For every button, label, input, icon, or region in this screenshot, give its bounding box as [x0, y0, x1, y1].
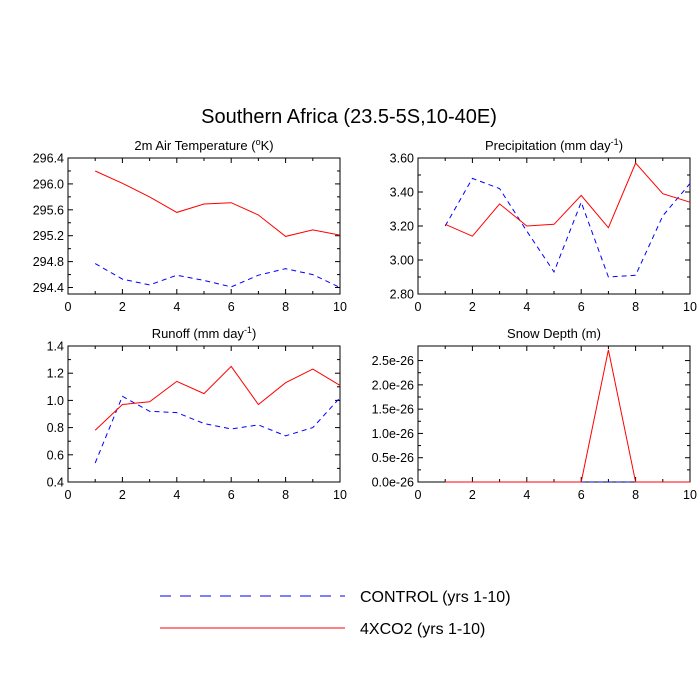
- x-tick-label: 8: [632, 488, 639, 502]
- x-tick-label: 10: [333, 488, 347, 502]
- y-tick-label: 2.0e-26: [372, 378, 414, 392]
- x-tick-label: 4: [173, 300, 180, 314]
- series-line-control: [94, 263, 341, 288]
- panel-title-text: 2m Air Temperature (: [134, 138, 256, 153]
- x-tick-label: 2: [119, 300, 126, 314]
- x-tick-label: 6: [228, 300, 235, 314]
- x-tick-label: 10: [683, 300, 697, 314]
- y-tick-label: 1.4: [47, 340, 64, 354]
- panel-precip: Precipitation (mm day-1) 0 2 4 6 8 10 2.80 3.00 3…: [390, 137, 697, 314]
- panel-title-superscript: -1: [244, 325, 252, 335]
- y-tick-label: 3.40: [390, 186, 414, 200]
- panel-title-suffix: ): [252, 326, 256, 341]
- panel-runoff: Runoff (mm day-1) 0 2 4 6 8 10 0.4 0.6 0.8 1.0 1.2 1…: [47, 325, 347, 502]
- panel-temp: 2m Air Temperature (oK) 0 2 4 6 8 10 294.4 294.8…: [33, 137, 347, 314]
- plot-frame: [67, 157, 341, 295]
- x-tick-label: 6: [228, 488, 235, 502]
- series-line-xco2: [94, 170, 341, 237]
- y-tick-label: 0.6: [47, 448, 64, 462]
- y-tick-label: 0.5e-26: [372, 451, 414, 465]
- x-tick-label: 6: [578, 488, 585, 502]
- x-tick-label: 2: [469, 488, 476, 502]
- x-tick-label: 0: [415, 488, 422, 502]
- x-tick-label: 8: [632, 300, 639, 314]
- x-tick-label: 2: [119, 488, 126, 502]
- y-tick-label: 0.4: [47, 476, 64, 490]
- panel-title-superscript: -1: [611, 137, 619, 147]
- y-tick-label: 296.0: [33, 177, 64, 191]
- y-tick-label: 3.20: [390, 220, 414, 234]
- series-line-xco2: [445, 349, 690, 483]
- panel-title-text: Precipitation (mm day: [485, 138, 611, 153]
- series-line-control: [444, 177, 691, 278]
- panel-title-suffix: ): [619, 138, 623, 153]
- x-tick-label: 6: [578, 300, 585, 314]
- x-tick-label: 4: [523, 300, 530, 314]
- y-tick-label: 295.6: [33, 203, 64, 217]
- y-tick-label: 1.5e-26: [372, 403, 414, 417]
- y-tick-label: 0.8: [47, 421, 64, 435]
- panel-title-superscript: o: [256, 137, 261, 147]
- y-tick-label: 294.4: [33, 281, 64, 295]
- panel-snow: Snow Depth (m) 0 2 4 6 8 10 0.0e-26 0.5e-26 1.0e-…: [372, 326, 697, 502]
- y-tick-label: 2.5e-26: [372, 354, 414, 368]
- plot-frame: [67, 345, 341, 483]
- x-tick-label: 8: [282, 488, 289, 502]
- panel-title-text: Snow Depth (m): [507, 326, 601, 341]
- y-tick-label: 3.00: [390, 254, 414, 268]
- x-tick-label: 4: [523, 488, 530, 502]
- panel-title-snow: Snow Depth (m): [507, 326, 601, 341]
- y-tick-label: 1.2: [47, 367, 64, 381]
- x-tick-label: 0: [415, 300, 422, 314]
- series-line-xco2: [444, 162, 691, 237]
- y-tick-label: 2.80: [390, 288, 414, 302]
- x-tick-label: 10: [683, 488, 697, 502]
- panel-title-text: Runoff (mm day: [152, 326, 245, 341]
- x-tick-label: 2: [469, 300, 476, 314]
- x-tick-label: 8: [282, 300, 289, 314]
- legend-control-label: CONTROL (yrs 1-10): [360, 589, 511, 606]
- panel-title-suffix: K): [261, 138, 274, 153]
- y-tick-label: 1.0e-26: [372, 427, 414, 441]
- series-line-control: [94, 395, 341, 464]
- panel-title-temp: 2m Air Temperature (oK): [134, 137, 273, 153]
- y-tick-label: 295.2: [33, 229, 64, 243]
- panel-title-precip: Precipitation (mm day-1): [485, 137, 623, 153]
- legend: CONTROL (yrs 1-10) 4XCO2 (yrs 1-10): [160, 589, 511, 638]
- legend-4xco2-label: 4XCO2 (yrs 1-10): [360, 621, 485, 638]
- series-line-xco2: [94, 365, 341, 431]
- x-tick-label: 0: [65, 488, 72, 502]
- plot-frame: [417, 345, 691, 483]
- panel-title-runoff: Runoff (mm day-1): [152, 325, 257, 341]
- y-tick-label: 1.0: [47, 394, 64, 408]
- y-tick-label: 0.0e-26: [372, 476, 414, 490]
- figure-title: Southern Africa (23.5-5S,10-40E): [201, 106, 497, 128]
- y-tick-label: 294.8: [33, 255, 64, 269]
- y-tick-label: 3.60: [390, 152, 414, 166]
- x-tick-label: 4: [173, 488, 180, 502]
- x-tick-label: 0: [65, 300, 72, 314]
- x-tick-label: 10: [333, 300, 347, 314]
- y-tick-label: 296.4: [33, 152, 64, 166]
- panels: 2m Air Temperature (oK) 0 2 4 6 8 10 294.4 294.8…: [33, 137, 697, 502]
